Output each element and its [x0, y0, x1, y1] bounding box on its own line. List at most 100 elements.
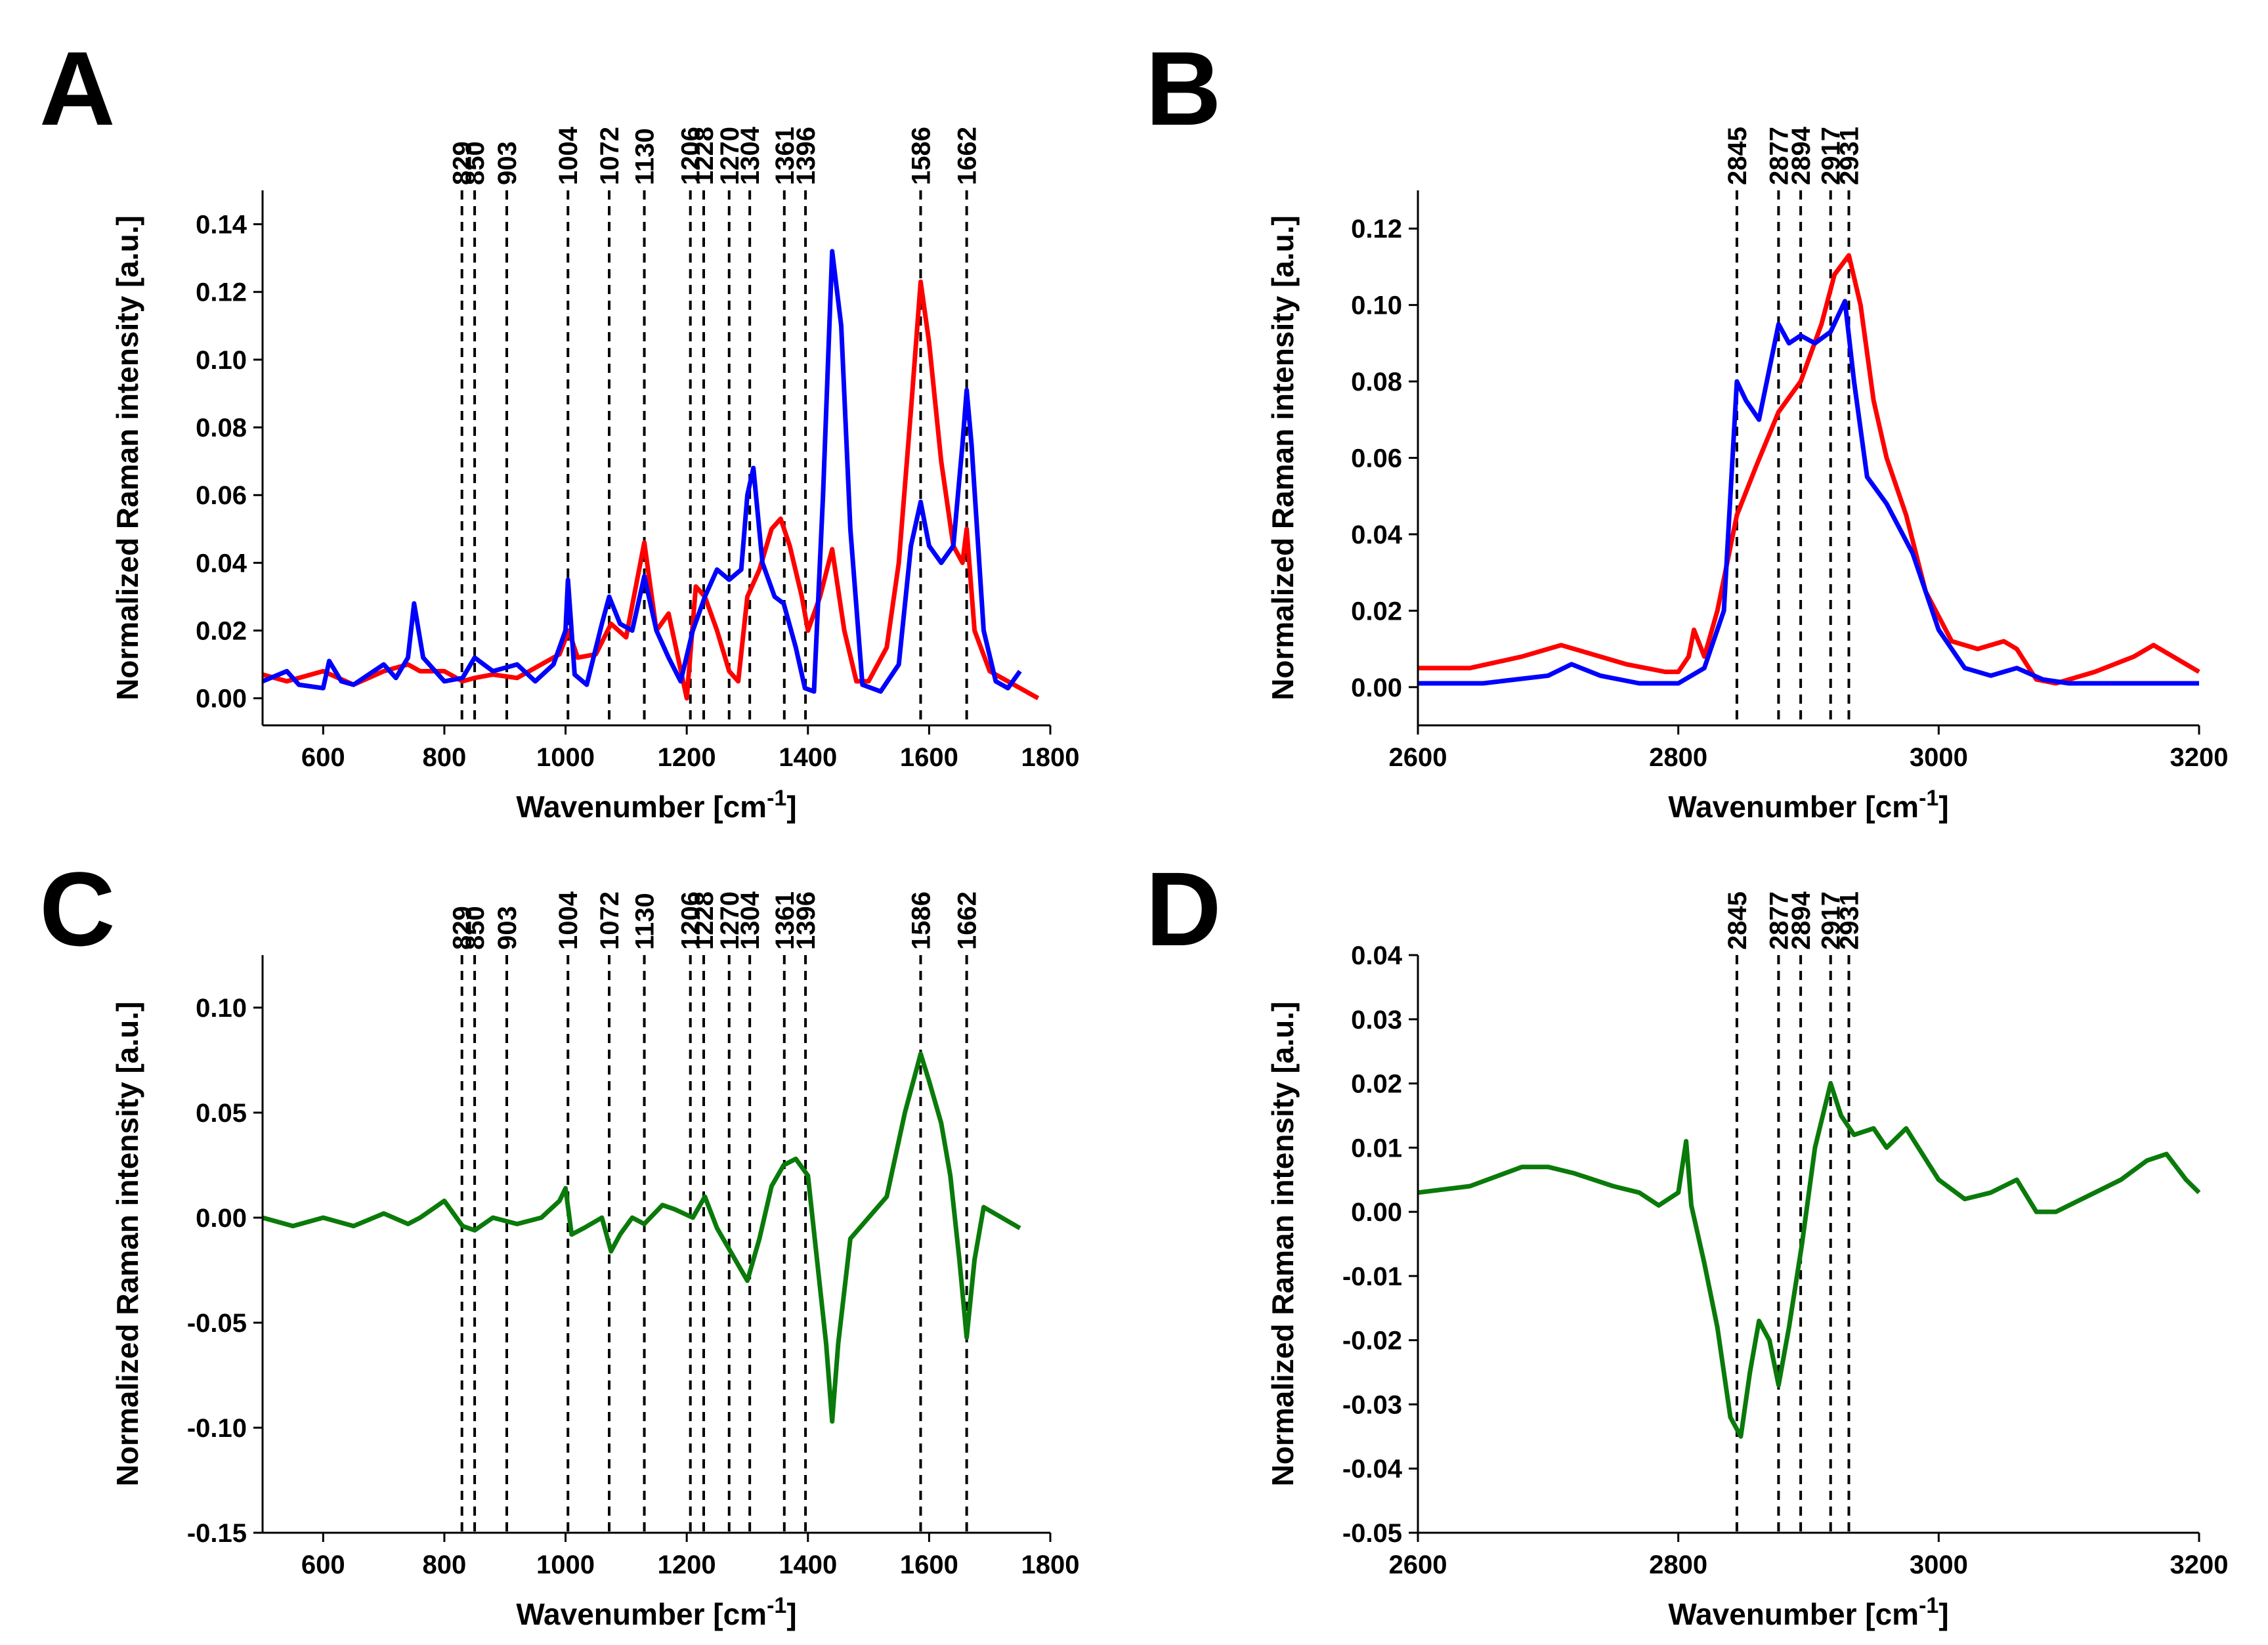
y-tick-label: 0.04: [196, 549, 247, 578]
x-tick-label: 600: [301, 743, 345, 772]
x-tick-label: 3000: [1910, 1550, 1968, 1579]
x-tick-label: 2800: [1649, 1550, 1707, 1579]
series-line-difference: [1417, 1081, 2201, 1439]
x-tick-label: 1600: [900, 1550, 958, 1579]
x-axis-label: Wavenumber [cm-1]: [1668, 786, 1948, 824]
axes: -0.05 -0.04 -0.03 -0.02 -0.01 0.00 0.01 0.02 0.0…: [1342, 941, 2229, 1579]
y-tick-label: 0.02: [1351, 597, 1402, 626]
peak-label: 850: [461, 141, 490, 185]
x-tick-label: 1000: [536, 1550, 595, 1579]
peak-label: 829: [448, 141, 477, 185]
y-tick-label: 0.10: [196, 346, 247, 375]
axes: 0.00 0.02 0.04 0.06 0.08 0.10 0.12 0.14 600 800 10…: [196, 190, 1079, 772]
peak-label: 1662: [953, 891, 982, 950]
panel-letter: B: [1145, 30, 1222, 147]
y-tick-label: 0.00: [196, 1204, 247, 1233]
peak-label: 1304: [736, 891, 765, 950]
peak-label: 2917: [1817, 127, 1846, 185]
peak-label: 2845: [1723, 127, 1752, 185]
y-tick-label: 0.08: [1351, 368, 1402, 396]
peak-label: 1586: [907, 891, 935, 950]
peak-label: 1004: [554, 891, 583, 950]
panel-letter: D: [1145, 850, 1222, 968]
x-tick-label: 3000: [1910, 743, 1968, 772]
peak-label: 1396: [792, 127, 821, 185]
x-tick-label: 1400: [779, 743, 837, 772]
x-tick-label: 1800: [1021, 743, 1080, 772]
y-tick-label: -0.05: [1342, 1519, 1402, 1548]
peak-label: 829: [448, 906, 477, 950]
x-tick-label: 600: [301, 1550, 345, 1579]
x-tick-label: 1400: [779, 1550, 837, 1579]
y-axis-label: Normalized Raman intensity [a.u.]: [1266, 1002, 1300, 1487]
axes: -0.15 -0.10 -0.05 0.00 0.05 0.10 600 800 1000 120…: [187, 955, 1080, 1579]
peak-label: 850: [461, 906, 490, 950]
y-tick-label: -0.04: [1342, 1455, 1403, 1484]
y-tick-label: 0.12: [196, 278, 247, 307]
peak-label: 2877: [1765, 891, 1793, 950]
peak-label: 1396: [792, 891, 821, 950]
peak-label: 2877: [1765, 127, 1793, 185]
peak-label: 1270: [716, 891, 744, 950]
y-tick-label: 0.00: [1351, 673, 1402, 702]
panel-letter: C: [39, 850, 116, 968]
peak-label: 1072: [595, 891, 624, 950]
y-tick-label: 0.05: [196, 1099, 247, 1128]
peak-label: 903: [493, 906, 522, 950]
peak-label: 1130: [631, 893, 660, 950]
series-line-difference: [262, 1051, 1021, 1424]
x-tick-label: 2600: [1389, 743, 1447, 772]
peak-label: 1361: [771, 127, 800, 185]
x-axis-label: Wavenumber [cm-1]: [1668, 1593, 1948, 1631]
peak-label: 1206: [677, 891, 706, 950]
y-tick-label: -0.01: [1342, 1262, 1402, 1291]
x-tick-label: 3200: [2170, 743, 2229, 772]
peak-label: 1228: [690, 127, 719, 185]
peak-label: 1228: [690, 891, 719, 950]
peak-label: 903: [493, 141, 522, 185]
x-axis-label: Wavenumber [cm-1]: [516, 786, 796, 824]
y-tick-label: 0.00: [1351, 1198, 1402, 1227]
y-tick-label: 0.04: [1351, 521, 1403, 549]
x-tick-label: 1200: [658, 743, 716, 772]
x-tick-label: 1000: [536, 743, 595, 772]
y-axis-label: Normalized Raman intensity [a.u.]: [110, 215, 144, 700]
peak-label: 1004: [554, 126, 583, 185]
y-axis-label: Normalized Raman intensity [a.u.]: [110, 1002, 144, 1487]
x-tick-label: 2800: [1649, 743, 1707, 772]
y-axis-label: Normalized Raman intensity [a.u.]: [1266, 215, 1300, 700]
y-tick-label: 0.08: [196, 414, 247, 442]
peak-label: 2894: [1787, 126, 1816, 185]
series-line-red: [1418, 253, 2200, 686]
y-tick-label: 0.04: [1351, 941, 1403, 970]
series-line-blue: [1418, 299, 2199, 686]
x-tick-label: 1600: [900, 743, 958, 772]
y-tick-label: 0.02: [1351, 1070, 1402, 1099]
y-tick-label: 0.14: [196, 211, 247, 240]
peak-label: 1361: [771, 891, 800, 950]
y-tick-label: 0.06: [1351, 444, 1402, 473]
y-tick-label: 0.01: [1351, 1134, 1402, 1163]
y-tick-label: 0.02: [196, 617, 247, 646]
y-tick-label: 0.03: [1351, 1006, 1402, 1035]
x-tick-label: 1200: [658, 1550, 716, 1579]
x-axis-label: Wavenumber [cm-1]: [516, 1593, 796, 1631]
peak-label: 2931: [1835, 127, 1864, 185]
panel-letter: A: [39, 30, 116, 147]
x-tick-label: 800: [423, 743, 467, 772]
peak-label: 1586: [907, 127, 935, 185]
y-tick-label: 0.10: [1351, 291, 1402, 320]
x-tick-label: 3200: [2170, 1550, 2229, 1579]
x-tick-label: 1800: [1021, 1550, 1080, 1579]
series-line-blue: [261, 249, 1022, 694]
y-tick-label: -0.02: [1342, 1327, 1402, 1356]
y-tick-label: -0.03: [1342, 1390, 1402, 1419]
